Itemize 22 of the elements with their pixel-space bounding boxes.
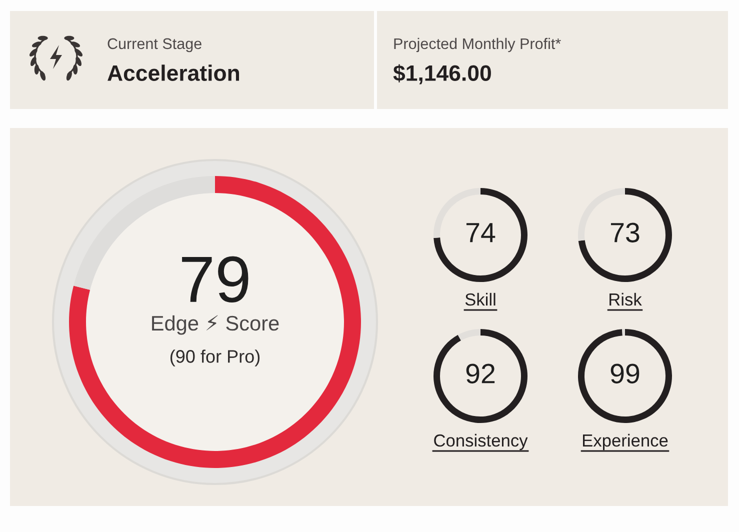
donut-slice	[622, 329, 625, 336]
donut-slice	[434, 188, 528, 282]
donut-slice	[578, 188, 672, 282]
text: Projected Monthly Profit*	[394, 38, 561, 52]
text: Current Stage	[108, 38, 202, 52]
data-label: 79	[182, 256, 248, 303]
text: $1,146.00	[393, 64, 491, 84]
data-label: 73	[610, 222, 640, 242]
text: Edge ⚡ Score	[152, 315, 279, 335]
text: Acceleration	[108, 64, 240, 81]
donut-slice	[434, 329, 528, 423]
donut-slice	[578, 329, 672, 423]
donut-slice	[69, 176, 361, 468]
text: (90 for Pro)	[170, 350, 260, 366]
text: Experience	[583, 434, 668, 450]
data-label: 99	[610, 364, 640, 384]
donut-slice	[458, 329, 480, 341]
text: Consistency	[434, 434, 528, 450]
text: Risk	[610, 292, 642, 306]
data-label: 74	[466, 223, 496, 242]
text: Skill	[465, 292, 496, 306]
data-label: 92	[466, 364, 495, 384]
